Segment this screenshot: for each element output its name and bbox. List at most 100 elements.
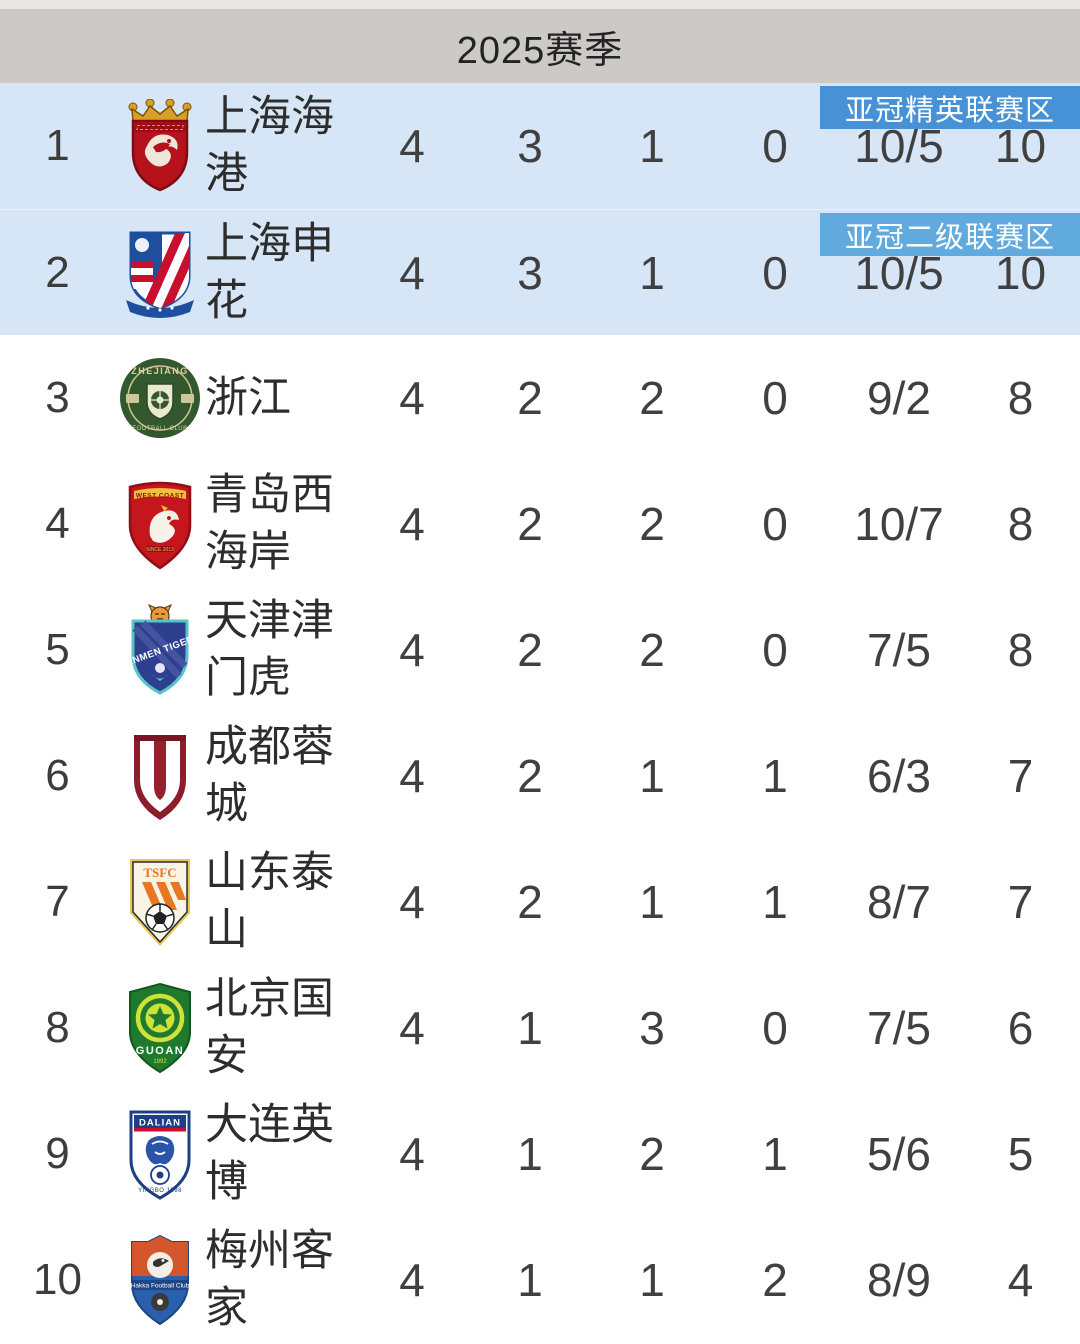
- draws: 2: [639, 498, 665, 550]
- points: 5: [1007, 1128, 1034, 1180]
- losses: 0: [762, 498, 788, 550]
- points: 7: [1007, 750, 1034, 802]
- standings-table: 1 上海海港 4 3 1 0 10/5 10 亚冠精英联赛区 2 上海申花 4 3 1 0 10/5 10 亚…: [0, 83, 1080, 1343]
- rank: 6: [45, 751, 70, 800]
- team-name: 梅州客家: [205, 1227, 334, 1332]
- zone-badge: 亚冠二级联赛区: [820, 213, 1080, 256]
- svg-text:FOOTBALL CLUB: FOOTBALL CLUB: [132, 426, 187, 432]
- draws: 1: [639, 876, 665, 928]
- losses: 1: [762, 876, 788, 928]
- points: 8: [1007, 498, 1034, 550]
- matches-played: 4: [399, 624, 425, 676]
- shandong-taishan-logo: TSFC: [115, 839, 205, 965]
- losses: 1: [762, 1128, 788, 1180]
- team-name: 浙江: [205, 373, 291, 422]
- team-name: 青岛西海岸: [205, 471, 334, 576]
- table-row[interactable]: 2 上海申花 4 3 1 0 10/5 10 亚冠二级联赛区: [0, 209, 1080, 335]
- draws: 2: [639, 372, 665, 424]
- rank: 1: [45, 121, 70, 170]
- goals-for-against: 7/5: [867, 1002, 931, 1054]
- team-name: 北京国安: [205, 975, 334, 1080]
- rank: 10: [33, 1255, 82, 1304]
- wins: 2: [517, 750, 543, 802]
- table-row[interactable]: 4 WEST COAST SINCE 2013 青岛西海岸 4 2 2 0 10/7 8: [0, 461, 1080, 587]
- losses: 0: [762, 246, 788, 299]
- wins: 1: [517, 1128, 543, 1180]
- matches-played: 4: [399, 750, 425, 802]
- svg-text:ZHEJIANG: ZHEJIANG: [131, 366, 189, 376]
- rank: 7: [45, 877, 70, 926]
- table-row[interactable]: 9 DALIAN YINGBO 1898 大连英博 4 1 2 1 5/6 5: [0, 1091, 1080, 1217]
- team-name: 上海申花: [205, 219, 334, 325]
- matches-played: 4: [399, 246, 425, 299]
- losses: 1: [762, 750, 788, 802]
- team-name: 天津津门虎: [205, 597, 334, 702]
- svg-text:Hakka Football Club: Hakka Football Club: [131, 1283, 190, 1290]
- goals-for-against: 10/7: [854, 498, 944, 550]
- losses: 2: [762, 1254, 788, 1306]
- rank: 9: [45, 1129, 70, 1178]
- team-name: 山东泰山: [205, 849, 334, 954]
- wins: 2: [517, 876, 543, 928]
- table-row[interactable]: 6 成都蓉城 4 2 1 1 6/3 7: [0, 713, 1080, 839]
- draws: 1: [639, 246, 665, 299]
- team-name: 上海海港: [205, 93, 334, 198]
- svg-text:TSFC: TSFC: [143, 865, 176, 880]
- losses: 0: [762, 372, 788, 424]
- matches-played: 4: [399, 120, 425, 172]
- goals-for-against: 8/9: [867, 1254, 931, 1306]
- goals-for-against: 9/2: [867, 372, 931, 424]
- wins: 2: [517, 372, 543, 424]
- goals-for-against: 6/3: [867, 750, 931, 802]
- points: 7: [1007, 876, 1034, 928]
- table-row[interactable]: 8 GUOAN 1992 北京国安 4 1 3 0 7/5 6: [0, 965, 1080, 1091]
- goals-for-against: 7/5: [867, 624, 931, 676]
- rank: 2: [45, 247, 70, 297]
- matches-played: 4: [399, 876, 425, 928]
- team-name: 大连英博: [205, 1101, 334, 1206]
- points: 8: [1007, 624, 1034, 676]
- draws: 1: [639, 750, 665, 802]
- svg-text:YINGBO 1898: YINGBO 1898: [138, 1188, 182, 1194]
- table-row[interactable]: 1 上海海港 4 3 1 0 10/5 10 亚冠精英联赛区: [0, 83, 1080, 209]
- matches-played: 4: [399, 372, 425, 424]
- qingdao-west-coast-logo: WEST COAST SINCE 2013: [115, 461, 205, 587]
- losses: 0: [762, 624, 788, 676]
- draws: 2: [639, 624, 665, 676]
- dalian-yingbo-logo: DALIAN YINGBO 1898: [115, 1091, 205, 1217]
- rank: 3: [45, 373, 70, 422]
- svg-text:DALIAN: DALIAN: [139, 1118, 181, 1129]
- wins: 3: [517, 246, 543, 299]
- zhejiang-logo: ZHEJIANG FOOTBALL CLUB: [115, 335, 205, 461]
- table-row[interactable]: 10 Hakka Football Club 梅州客家 4 1 1 2 8/9 4: [0, 1217, 1080, 1343]
- table-row[interactable]: 3 ZHEJIANG FOOTBALL CLUB 浙江 4 2 2 0 9/2 8: [0, 335, 1080, 461]
- svg-text:1992: 1992: [153, 1059, 167, 1065]
- rank: 8: [45, 1003, 70, 1052]
- matches-played: 4: [399, 1254, 425, 1306]
- meizhou-hakka-logo: Hakka Football Club: [115, 1217, 205, 1343]
- beijing-guoan-logo: GUOAN 1992: [115, 965, 205, 1091]
- table-row[interactable]: 7 TSFC 山东泰山 4 2 1 1 8/7 7: [0, 839, 1080, 965]
- wins: 1: [517, 1002, 543, 1054]
- season-header: 2025赛季: [0, 9, 1080, 83]
- team-name: 成都蓉城: [205, 723, 334, 828]
- draws: 1: [639, 120, 665, 172]
- table-row[interactable]: 5 JINMEN TIGER 天津津门虎 4 2 2 0 7/5 8: [0, 587, 1080, 713]
- wins: 3: [517, 120, 543, 172]
- chengdu-rongcheng-logo: [115, 713, 205, 839]
- svg-text:WEST COAST: WEST COAST: [136, 493, 184, 500]
- wins: 2: [517, 624, 543, 676]
- goals-for-against: 8/7: [867, 876, 931, 928]
- wins: 1: [517, 1254, 543, 1306]
- wins: 2: [517, 498, 543, 550]
- rank: 4: [45, 499, 70, 548]
- page-title: 2025赛季: [456, 29, 624, 72]
- points: 8: [1007, 372, 1034, 424]
- shanghai-shenhua-logo: [115, 210, 205, 335]
- tianjin-jinmen-tiger-logo: JINMEN TIGER: [115, 587, 205, 713]
- shanghai-port-logo: [115, 83, 205, 209]
- draws: 3: [639, 1002, 665, 1054]
- points: 4: [1007, 1254, 1034, 1306]
- svg-text:GUOAN: GUOAN: [136, 1045, 184, 1057]
- draws: 1: [639, 1254, 665, 1306]
